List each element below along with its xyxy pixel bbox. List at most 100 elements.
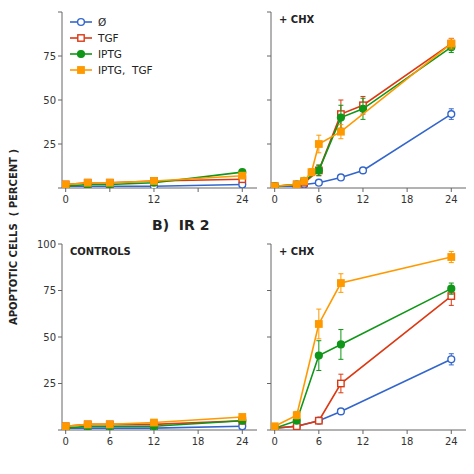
error-cap <box>316 165 321 166</box>
point <box>316 418 322 424</box>
error-cap <box>449 283 454 284</box>
x-tick <box>362 430 363 434</box>
error-cap <box>316 175 321 176</box>
point <box>360 167 367 174</box>
error-cap <box>338 273 343 274</box>
error-bar <box>449 38 454 49</box>
x-tick <box>451 188 452 192</box>
point <box>107 180 113 186</box>
series-line <box>275 257 452 426</box>
error-bar <box>449 251 454 262</box>
x-tick-label: 12 <box>148 436 161 447</box>
error-cap <box>316 338 321 339</box>
error-cap <box>449 353 454 354</box>
error-cap <box>449 305 454 306</box>
error-cap <box>316 135 321 136</box>
error-cap <box>316 309 321 310</box>
point <box>107 180 113 186</box>
x-tick <box>198 430 199 434</box>
point <box>316 167 322 173</box>
panel: 06121824+ CHX <box>267 244 466 447</box>
x-tick-label: 18 <box>192 436 205 447</box>
point <box>301 178 307 184</box>
legend-marker <box>78 51 85 58</box>
legend: ØTGFIPTGIPTG, TGF <box>70 16 153 76</box>
point <box>448 285 455 292</box>
y-tick <box>267 383 271 384</box>
y-axis-label: APOPTOTIC CELLS ( PERCENT ) <box>8 149 19 325</box>
point <box>62 423 68 429</box>
point <box>294 412 300 418</box>
panel-title: CONTROLS <box>70 246 131 257</box>
x-tick <box>153 188 154 192</box>
error-bar <box>294 411 299 418</box>
error-bar <box>449 38 454 49</box>
point <box>62 181 68 187</box>
legend-label: IPTG <box>98 48 122 60</box>
y-tick <box>58 100 62 101</box>
panel-title: + CHX <box>279 14 315 25</box>
legend-marker <box>78 35 84 41</box>
error-cap <box>449 108 454 109</box>
y-tick <box>267 188 271 189</box>
error-cap <box>449 48 454 49</box>
error-cap <box>449 364 454 365</box>
point <box>271 183 277 188</box>
series <box>271 38 454 188</box>
point <box>448 356 455 363</box>
series-line <box>66 417 243 426</box>
point <box>151 419 157 425</box>
error-bar <box>338 274 343 293</box>
point <box>85 180 91 186</box>
y-tick-label: 75 <box>43 51 56 62</box>
panel: 06121824+ CHX <box>267 12 466 205</box>
point <box>85 180 91 186</box>
point <box>315 167 322 174</box>
plot-area <box>62 414 245 430</box>
point <box>338 128 344 134</box>
x-tick <box>318 430 319 434</box>
y-tick-label: 50 <box>43 95 56 106</box>
point <box>294 181 300 187</box>
x-tick-label: 24 <box>445 436 458 447</box>
legend-label: IPTG, TGF <box>98 64 153 76</box>
y-tick-label: 75 <box>43 285 56 296</box>
series-line <box>66 176 243 185</box>
point <box>107 421 113 427</box>
x-tick <box>451 430 452 434</box>
error-cap <box>338 292 343 293</box>
series <box>271 42 454 188</box>
point <box>448 111 455 118</box>
y-tick <box>267 144 271 145</box>
point <box>151 178 157 184</box>
point <box>239 172 245 178</box>
series <box>62 414 245 430</box>
y-tick <box>267 56 271 57</box>
error-cap <box>449 38 454 39</box>
point <box>316 321 322 327</box>
section-label: B) IR 2 <box>152 217 209 233</box>
x-tick-label: 18 <box>401 194 414 205</box>
error-bar <box>316 165 321 176</box>
series-line <box>275 47 452 186</box>
y-tick <box>58 188 62 189</box>
y-tick <box>267 430 271 431</box>
y-tick <box>58 430 62 431</box>
y-tick <box>267 290 271 291</box>
series-line <box>66 172 243 186</box>
y-tick-label: 50 <box>43 332 56 343</box>
x-tick <box>242 430 243 434</box>
x-tick <box>153 430 154 434</box>
x-tick-label: 6 <box>107 436 113 447</box>
error-cap <box>316 165 321 166</box>
y-tick <box>267 337 271 338</box>
error-bar <box>338 374 343 393</box>
series-line <box>275 114 452 186</box>
point <box>271 423 277 429</box>
point <box>338 280 344 286</box>
legend-item: IPTG <box>70 48 122 60</box>
series <box>62 169 245 188</box>
y-tick <box>58 56 62 57</box>
panel: 06121824255075100CONTROLSB) IR 2 <box>37 217 257 447</box>
x-tick-label: 24 <box>236 194 249 205</box>
